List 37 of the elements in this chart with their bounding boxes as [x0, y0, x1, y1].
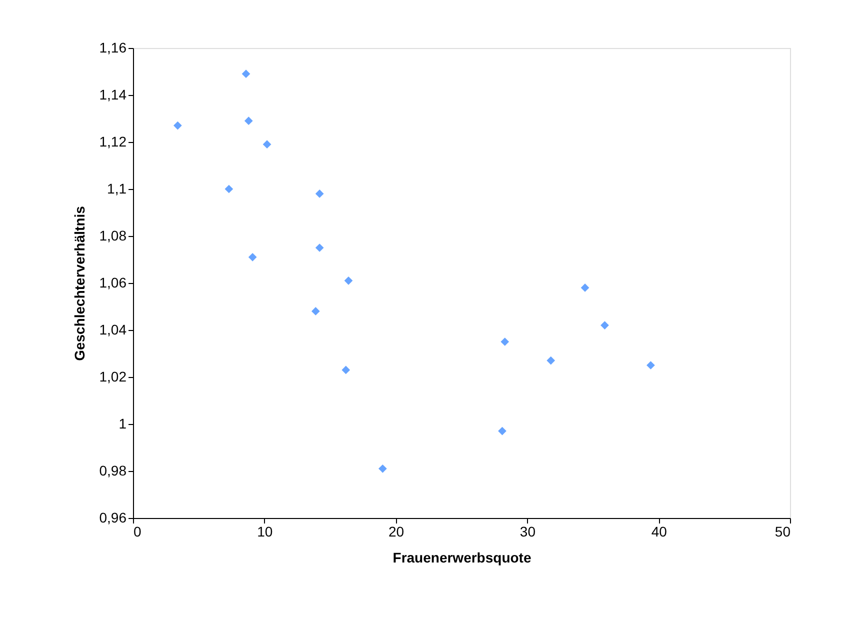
y-tick-label: 1,04 [99, 322, 127, 338]
point [646, 361, 655, 370]
point [262, 140, 272, 149]
x-axis-title: Frauenerwerbsquote [392, 550, 532, 566]
y-tick-label: 1,12 [99, 134, 127, 150]
y-tick-label: 1,16 [99, 40, 127, 56]
x-tick-label: 50 [774, 524, 791, 540]
point [500, 338, 510, 346]
point [248, 252, 257, 262]
point [224, 184, 234, 194]
y-tick-label: 1,1 [107, 180, 127, 196]
point [315, 190, 324, 198]
x-tick-label: 20 [388, 524, 404, 540]
point [173, 121, 182, 130]
point [315, 244, 324, 252]
point [498, 426, 506, 436]
point [344, 276, 353, 285]
y-axis-title: Geschlechterverhältnis [71, 206, 88, 361]
y-tick-label: 1,02 [99, 368, 127, 384]
x-tick-label: 30 [520, 524, 536, 540]
point [600, 321, 609, 330]
point [546, 356, 556, 365]
point [242, 70, 250, 78]
x-tick-label: 40 [651, 524, 668, 540]
point [342, 366, 350, 374]
x-tick-label: 0 [134, 524, 142, 540]
y-tick-label: 1,08 [99, 228, 127, 244]
point [244, 116, 253, 126]
y-tick-label: 0,98 [99, 462, 127, 478]
y-tick-label: 1 [118, 416, 127, 432]
y-tick-label: 1,14 [99, 86, 127, 102]
x-tick-label: 10 [257, 524, 273, 540]
point [311, 307, 320, 316]
y-tick-label: 0,96 [99, 510, 127, 526]
point [580, 284, 590, 292]
point [378, 464, 387, 473]
y-tick-label: 1,06 [99, 274, 127, 290]
